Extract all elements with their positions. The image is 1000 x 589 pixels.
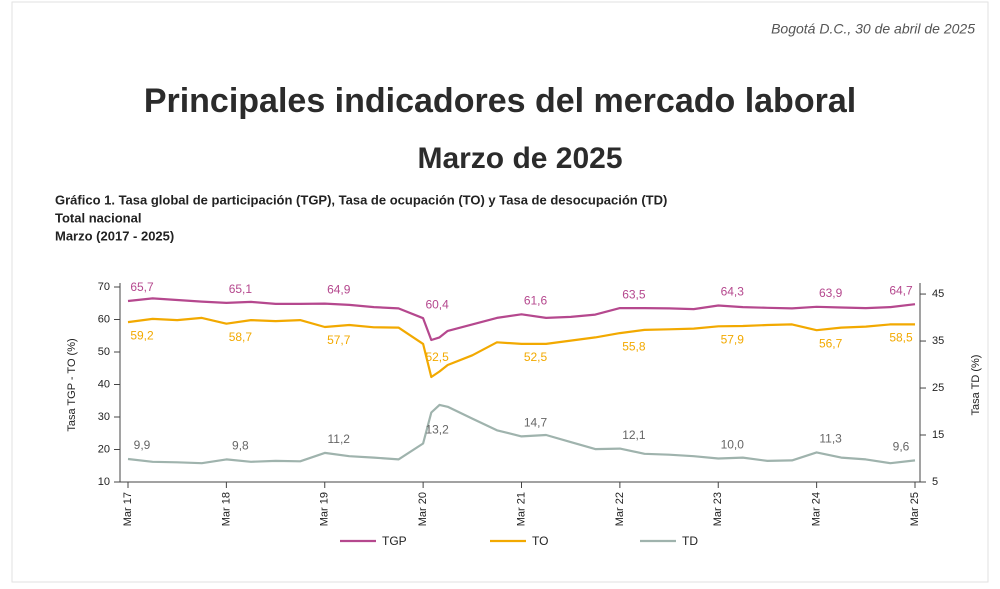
data-label: 58,5 [889,331,913,345]
data-label: 13,2 [425,423,449,437]
chart-title: Gráfico 1. Tasa global de participación … [55,192,667,207]
data-label: 60,4 [425,297,449,311]
chart-subtitle: Total nacional [55,210,141,225]
data-label: 58,7 [229,330,253,344]
y-tick-label: 20 [98,443,110,455]
y-tick-label: 40 [98,378,110,390]
data-label: 9,9 [134,438,151,452]
data-label: 65,7 [130,280,154,294]
y2-tick-label: 45 [932,288,944,300]
y-tick-label: 30 [98,411,110,423]
data-label: 9,6 [893,440,910,454]
data-label: 12,1 [622,428,646,442]
series-line [127,403,916,465]
y-tick-label: 50 [98,346,110,358]
x-tick-label: Mar 24 [811,492,823,526]
x-tick-label: Mar 20 [417,492,429,526]
y-tick-label: 10 [98,476,110,488]
data-label: 64,9 [327,283,351,297]
data-label: 64,7 [889,283,913,297]
series-line [127,297,916,342]
data-label: 10,0 [721,438,745,452]
x-tick-label: Mar 25 [909,492,921,526]
data-label: 52,5 [425,350,449,364]
data-label: 11,3 [819,432,842,446]
y-tick-label: 70 [98,281,110,293]
x-tick-label: Mar 21 [515,492,527,526]
x-tick-label: Mar 22 [614,492,626,526]
legend-label: TD [682,534,698,548]
data-label: 57,9 [721,332,745,346]
y2-axis-label: Tasa TD (%) [970,355,982,416]
y2-tick-label: 25 [932,382,944,394]
x-tick-label: Mar 23 [712,492,724,526]
x-tick-label: Mar 18 [220,492,232,526]
y2-tick-label: 5 [932,476,938,488]
data-label: 59,2 [130,328,154,342]
page-title: Principales indicadores del mercado labo… [144,82,856,120]
y-tick-label: 60 [98,313,110,325]
page-subtitle: Marzo de 2025 [417,142,622,175]
data-label: 55,8 [622,339,646,353]
data-label: 63,5 [622,287,646,301]
y2-tick-label: 35 [932,335,944,347]
legend-label: TO [532,534,548,548]
data-label: 57,7 [327,333,351,347]
data-label: 64,3 [721,285,745,299]
data-label: 9,8 [232,439,249,453]
series-line [127,316,915,379]
x-tick-label: Mar 19 [319,492,331,526]
y2-tick-label: 15 [932,429,944,441]
chart-period: Marzo (2017 - 2025) [55,228,174,243]
data-label: 52,5 [524,350,548,364]
data-label: 61,6 [524,293,548,307]
date-line: Bogotá D.C., 30 de abril de 2025 [771,21,975,37]
y-axis-label: Tasa TGP - TO (%) [66,338,78,431]
data-label: 56,7 [819,336,843,350]
data-label: 63,9 [819,286,843,300]
data-label: 11,2 [328,432,351,446]
legend-label: TGP [382,534,407,548]
x-tick-label: Mar 17 [122,492,134,526]
card [11,1,989,583]
data-label: 14,7 [524,416,548,430]
data-label: 65,1 [229,282,253,296]
